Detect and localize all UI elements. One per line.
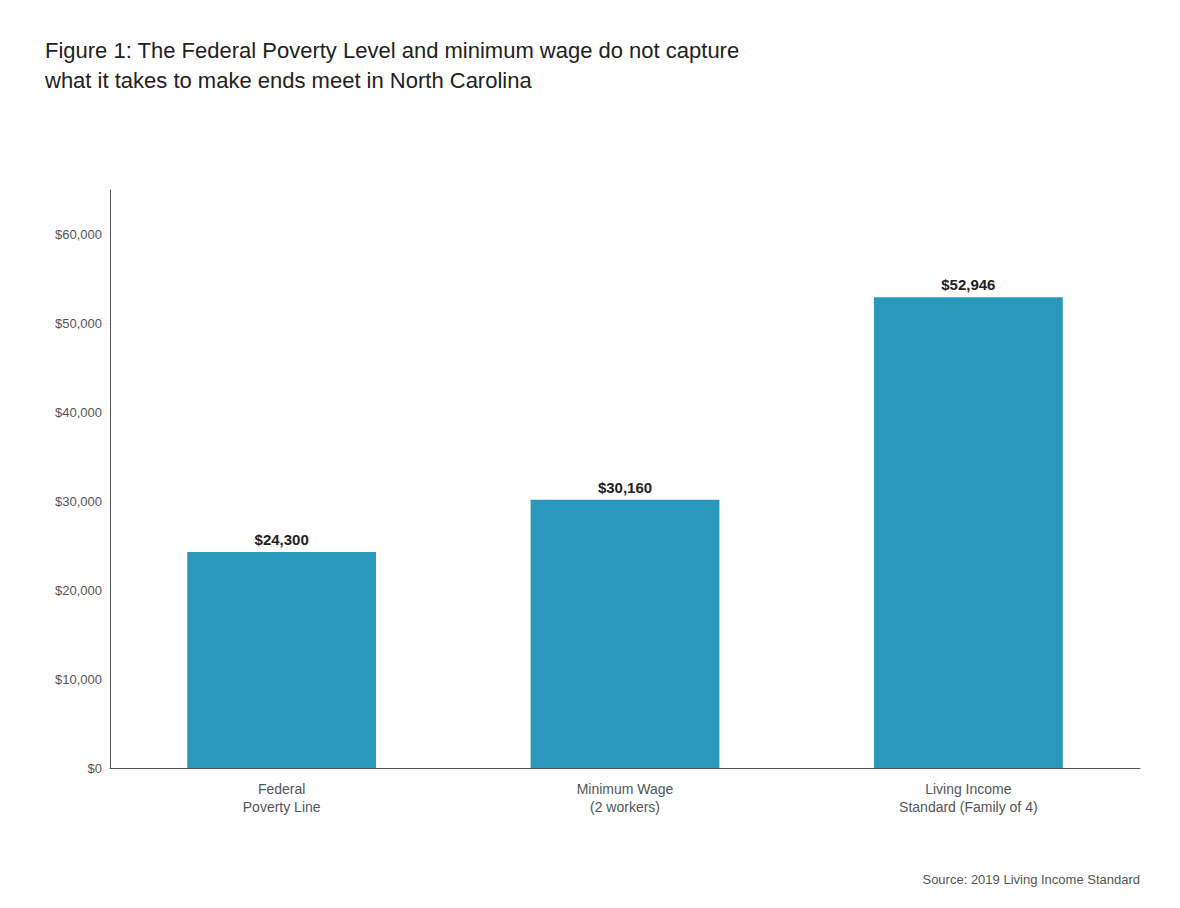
svg-text:Source: 2019 Living Income Sta: Source: 2019 Living Income Standard — [922, 872, 1140, 887]
svg-text:$24,300: $24,300 — [255, 531, 309, 548]
svg-text:$20,000: $20,000 — [55, 583, 102, 598]
svg-text:(2 workers): (2 workers) — [590, 799, 660, 815]
svg-text:Standard (Family of 4): Standard (Family of 4) — [899, 799, 1037, 815]
svg-text:$10,000: $10,000 — [55, 672, 102, 687]
svg-text:$60,000: $60,000 — [55, 227, 102, 242]
svg-text:$30,160: $30,160 — [598, 479, 652, 496]
svg-text:$0: $0 — [88, 761, 102, 776]
svg-text:$30,000: $30,000 — [55, 494, 102, 509]
svg-text:what it takes to make ends mee: what it takes to make ends meet in North… — [44, 68, 532, 93]
svg-text:Poverty Line: Poverty Line — [243, 799, 321, 815]
svg-text:Figure 1: The Federal Poverty: Figure 1: The Federal Poverty Level and … — [45, 38, 739, 63]
svg-text:Living Income: Living Income — [925, 781, 1012, 797]
svg-text:$52,946: $52,946 — [941, 276, 995, 293]
svg-text:Minimum Wage: Minimum Wage — [577, 781, 674, 797]
svg-text:$40,000: $40,000 — [55, 405, 102, 420]
svg-text:Federal: Federal — [258, 781, 305, 797]
svg-text:$50,000: $50,000 — [55, 316, 102, 331]
